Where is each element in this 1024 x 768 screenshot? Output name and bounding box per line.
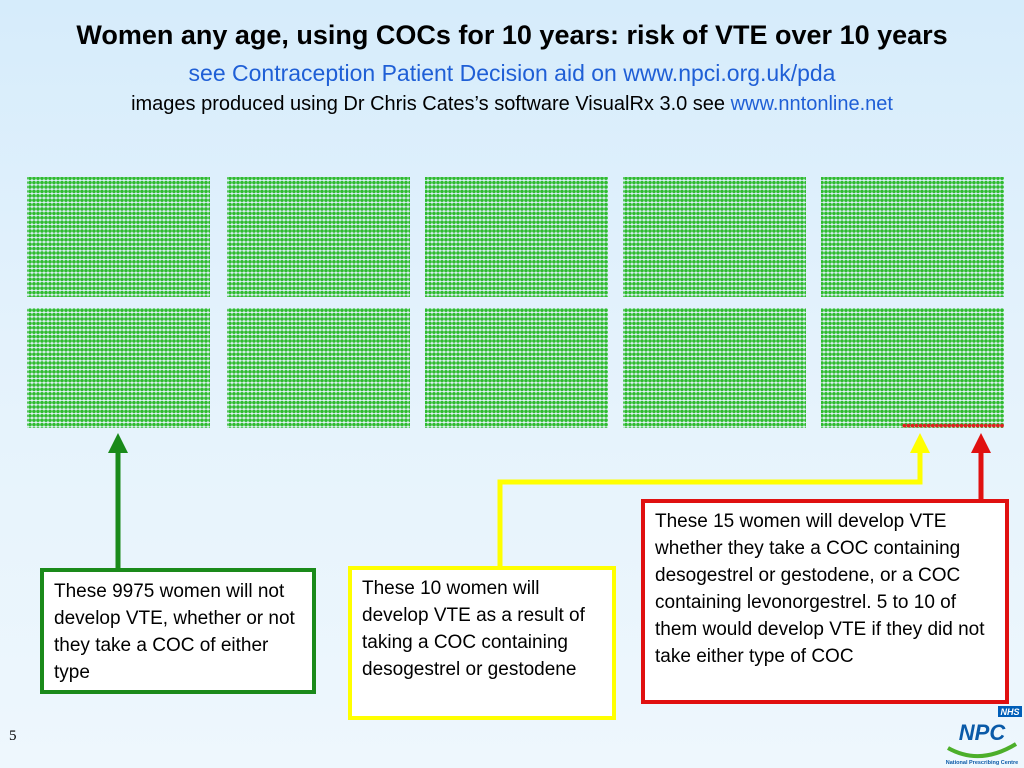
callout-vte-due-to-coc: These 10 women will develop VTE as a res… — [348, 566, 616, 720]
vte-dot — [922, 423, 927, 428]
pictogram-block-4 — [623, 177, 806, 297]
pictogram-block-8 — [425, 308, 608, 428]
vte-dot — [926, 423, 931, 428]
subtitle-decision-aid: see Contraception Patient Decision aid o… — [188, 60, 836, 86]
npc-logo: NHS NPC National Prescribing Centre — [946, 706, 1022, 766]
subtitle-software-text: images produced using Dr Chris Cates’s s… — [131, 93, 731, 115]
callout-no-vte: These 9975 women will not develop VTE, w… — [40, 568, 316, 694]
vte-dot — [991, 423, 996, 428]
vte-dot — [1000, 423, 1004, 428]
vte-dot — [906, 423, 911, 428]
vte-dot — [910, 423, 915, 428]
vte-dot — [955, 423, 960, 428]
callout-arrows — [108, 433, 991, 568]
nhs-badge: NHS — [1000, 707, 1019, 717]
vte-dot — [947, 423, 951, 428]
pictogram-block-3 — [425, 177, 608, 297]
vte-dot — [987, 423, 992, 428]
red-arrow-head — [971, 433, 991, 453]
callout-vte-regardless: These 15 women will develop VTE whether … — [641, 499, 1009, 704]
green-arrow-head — [108, 433, 128, 453]
vte-dot — [943, 423, 947, 428]
vte-dot — [935, 423, 939, 428]
nntonline-link[interactable]: www.nntonline.net — [730, 93, 893, 115]
npc-logo-subtext: National Prescribing Centre — [946, 760, 1018, 766]
pictogram-block-6 — [27, 308, 210, 428]
pictogram-block-10 — [821, 308, 1004, 428]
subtitle-software-credit: images produced using Dr Chris Cates’s s… — [0, 93, 1024, 116]
pictogram-block-7 — [227, 308, 410, 428]
slide-number: 5 — [9, 728, 17, 744]
yellow-arrow — [497, 452, 923, 566]
yellow-arrow-head — [910, 433, 930, 453]
pictogram-block-1 — [27, 177, 210, 297]
vte-dot — [918, 423, 923, 428]
slide-title: Women any age, using COCs for 10 years: … — [76, 20, 948, 50]
vte-dot — [975, 423, 980, 428]
vte-dot — [951, 423, 956, 428]
vte-dot — [971, 423, 976, 428]
vte-dot — [959, 423, 964, 428]
vte-dot — [967, 423, 972, 428]
pictogram-block-2 — [227, 177, 410, 297]
vte-dot — [996, 423, 1000, 428]
vte-dot — [914, 423, 919, 428]
pictogram-block-5 — [821, 177, 1004, 297]
vte-dot — [979, 423, 984, 428]
npc-logo-text: NPC — [959, 720, 1007, 745]
vte-dot — [983, 423, 988, 428]
vte-dot — [930, 423, 935, 428]
vte-dot — [963, 423, 968, 428]
pictogram-block-9 — [623, 308, 806, 428]
vte-dot — [939, 423, 943, 428]
vte-dot — [902, 423, 907, 428]
